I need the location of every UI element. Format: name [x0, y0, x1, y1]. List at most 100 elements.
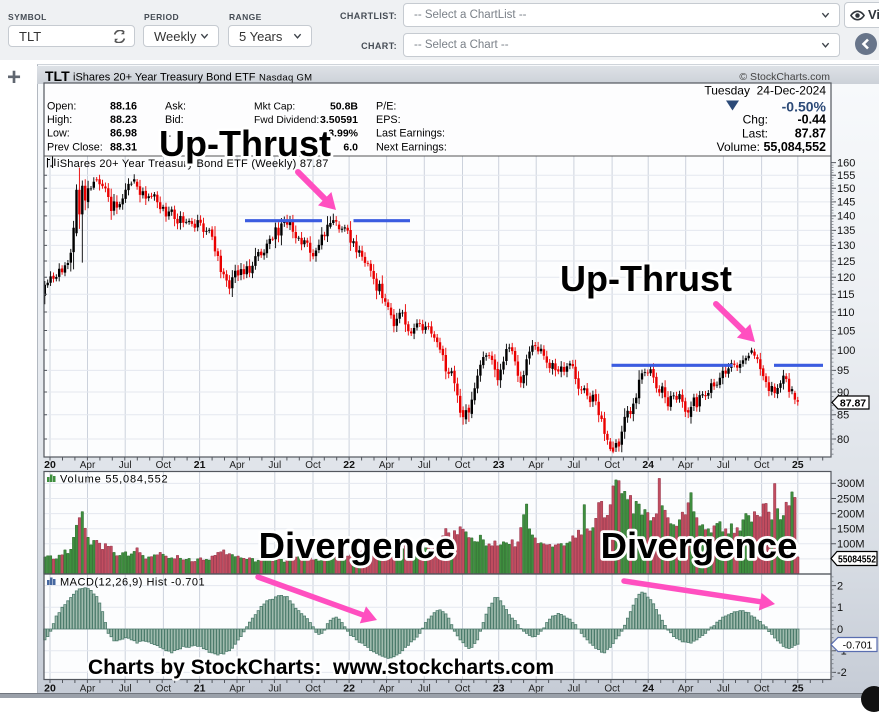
svg-text:Oct: Oct [156, 684, 172, 695]
svg-text:Last Earnings:: Last Earnings: [376, 128, 445, 140]
svg-text:160: 160 [837, 157, 855, 169]
svg-text:Apr: Apr [528, 684, 544, 695]
svg-text:Jul: Jul [119, 460, 132, 471]
svg-text:85: 85 [837, 410, 849, 422]
svg-text:Bid:: Bid: [165, 114, 184, 126]
svg-text:200M: 200M [837, 508, 865, 520]
svg-text:Oct: Oct [455, 460, 471, 471]
svg-text:Oct: Oct [754, 684, 770, 695]
svg-text:155: 155 [837, 170, 855, 182]
svg-text:Apr: Apr [379, 684, 395, 695]
svg-text:55084552: 55084552 [838, 555, 876, 566]
svg-text:Oct: Oct [305, 684, 321, 695]
svg-text:250M: 250M [837, 493, 865, 505]
svg-text:Fwd Dividend:: Fwd Dividend: [254, 115, 319, 126]
svg-text:87.87: 87.87 [795, 127, 826, 141]
svg-text:Jul: Jul [418, 684, 431, 695]
svg-text:L: L [165, 128, 171, 140]
svg-text:125: 125 [837, 256, 855, 268]
svg-text:Jul: Jul [568, 460, 581, 471]
svg-text:Up-Thrust: Up-Thrust [159, 123, 331, 164]
svg-text:Tuesday 24-Dec-2024: Tuesday 24-Dec-2024 [704, 84, 826, 98]
svg-text:25: 25 [792, 683, 804, 695]
svg-text:88.16: 88.16 [110, 101, 137, 113]
svg-text:1: 1 [837, 602, 843, 614]
svg-text:Charts by StockCharts: www.st: Charts by StockCharts: www.stockcharts.c… [88, 656, 554, 679]
svg-text:Apr: Apr [80, 460, 96, 471]
svg-text:Jul: Jul [268, 460, 281, 471]
svg-text:Volume 55,084,552: Volume 55,084,552 [60, 474, 168, 486]
svg-text:145: 145 [837, 197, 855, 209]
svg-text:80: 80 [837, 434, 849, 446]
svg-text:135: 135 [837, 225, 855, 237]
svg-text:P/E:: P/E: [376, 101, 396, 113]
svg-text:88.23: 88.23 [110, 114, 137, 126]
svg-text:Oct: Oct [604, 684, 620, 695]
svg-text:3.50591: 3.50591 [320, 114, 358, 126]
svg-text:115: 115 [837, 289, 855, 301]
svg-text:3.99%: 3.99% [328, 128, 358, 140]
svg-text:21: 21 [194, 683, 206, 695]
svg-text:Oct: Oct [305, 460, 321, 471]
svg-text:23: 23 [493, 459, 505, 471]
svg-text:22: 22 [343, 459, 355, 471]
svg-text:Apr: Apr [528, 460, 544, 471]
svg-text:87.87: 87.87 [840, 398, 866, 410]
svg-text:Apr: Apr [379, 460, 395, 471]
svg-text:Chg:: Chg: [743, 113, 768, 127]
svg-text:23: 23 [493, 683, 505, 695]
svg-text:300M: 300M [837, 478, 865, 490]
svg-text:Prev Close:: Prev Close: [47, 142, 103, 154]
svg-text:140: 140 [837, 211, 855, 223]
svg-text:20: 20 [44, 459, 56, 471]
svg-text:EPS:: EPS: [376, 114, 401, 126]
svg-text:Oct: Oct [156, 460, 172, 471]
svg-text:86.98: 86.98 [110, 128, 137, 140]
svg-text:Last:: Last: [742, 127, 768, 141]
svg-text:Jul: Jul [418, 460, 431, 471]
svg-text:24: 24 [642, 459, 654, 471]
svg-text:MACD(12,26,9) Hist -0.701: MACD(12,26,9) Hist -0.701 [60, 577, 205, 589]
svg-text:88.31: 88.31 [110, 142, 137, 154]
svg-text:Apr: Apr [678, 684, 694, 695]
svg-text:6.0: 6.0 [343, 142, 358, 154]
svg-text:TLT: TLT [45, 68, 70, 84]
svg-text:0: 0 [837, 624, 843, 636]
svg-text:105: 105 [837, 325, 855, 337]
svg-text:Low:: Low: [47, 128, 70, 140]
svg-text:21: 21 [194, 459, 206, 471]
svg-text:150: 150 [837, 183, 855, 195]
svg-text:© StockCharts.com: © StockCharts.com [739, 71, 830, 83]
svg-text:20: 20 [44, 683, 56, 695]
svg-text:Mkt Cap:: Mkt Cap: [254, 102, 295, 113]
svg-text:100M: 100M [837, 539, 865, 551]
svg-text:24: 24 [642, 683, 654, 695]
svg-text:95: 95 [837, 365, 849, 377]
svg-text:Oct: Oct [604, 460, 620, 471]
svg-text:Volume:: Volume: [717, 140, 760, 154]
svg-text:Jul: Jul [119, 684, 132, 695]
svg-text:Oct: Oct [754, 460, 770, 471]
svg-text:-0.44: -0.44 [798, 113, 827, 127]
svg-text:Jul: Jul [717, 460, 730, 471]
svg-text:100: 100 [837, 345, 855, 357]
svg-text:Next Earnings:: Next Earnings: [376, 142, 447, 154]
svg-text:150M: 150M [837, 524, 865, 536]
svg-text:-2: -2 [837, 667, 847, 679]
svg-text:Oct: Oct [455, 684, 471, 695]
svg-text:Up-Thrust: Up-Thrust [560, 258, 732, 299]
svg-text:Apr: Apr [678, 460, 694, 471]
svg-text:Divergence: Divergence [601, 525, 798, 566]
svg-text:Divergence: Divergence [259, 525, 456, 566]
svg-text:Jul: Jul [717, 684, 730, 695]
svg-text:110: 110 [837, 307, 855, 319]
svg-text:Apr: Apr [80, 684, 96, 695]
svg-text:Jul: Jul [268, 684, 281, 695]
svg-text:120: 120 [837, 272, 855, 284]
svg-text:2: 2 [837, 580, 843, 592]
svg-text:22: 22 [343, 683, 355, 695]
svg-text:High:: High: [47, 114, 72, 126]
svg-text:-0.50%: -0.50% [782, 99, 827, 115]
svg-text:55,084,552: 55,084,552 [763, 140, 826, 154]
svg-text:50.8B: 50.8B [330, 101, 358, 113]
